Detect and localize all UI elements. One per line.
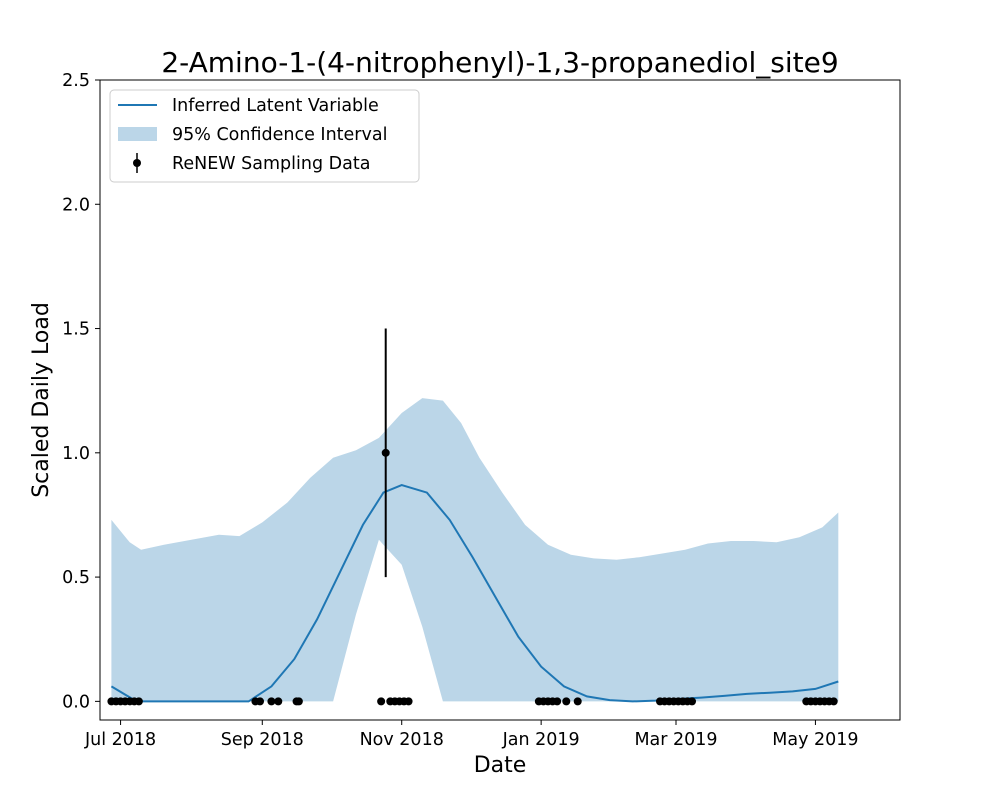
x-tick-label: May 2019 <box>772 730 858 750</box>
y-tick-label: 2.5 <box>62 71 90 91</box>
legend: Inferred Latent Variable 95% Confidence … <box>109 89 420 183</box>
x-axis-ticks: Jul 2018 Sep 2018 Nov 2018 Jan 2019 Mar 2019… <box>84 720 859 750</box>
latent-variable-line <box>110 484 839 703</box>
x-tick-label: Sep 2018 <box>221 730 304 750</box>
x-tick-label: Mar 2019 <box>634 730 717 750</box>
x-tick-label: Jul 2018 <box>84 730 156 750</box>
plot-frame <box>99 79 901 721</box>
y-tick-label: 2.0 <box>62 195 90 215</box>
y-tick-label: 1.5 <box>62 320 90 340</box>
sampling-point <box>256 697 264 706</box>
sampling-point <box>553 697 562 706</box>
y-tick-label: 1.0 <box>62 444 90 464</box>
sampling-points <box>107 328 838 706</box>
chart-title: 2-Amino-1-(4-nitrophenyl)-1,3-propanedio… <box>161 46 838 79</box>
sampling-point <box>294 697 303 706</box>
x-tick-label: Jan 2019 <box>502 730 580 750</box>
plot-area <box>107 328 839 706</box>
x-tick-label: Nov 2018 <box>360 730 444 750</box>
legend-box <box>109 89 420 183</box>
sampling-point <box>134 697 143 706</box>
sampling-point <box>829 697 838 706</box>
sampling-point <box>274 697 283 706</box>
sampling-point <box>381 448 390 457</box>
sampling-point <box>404 697 413 706</box>
sampling-point <box>562 697 571 706</box>
legend-point-swatch <box>133 159 141 167</box>
x-axis-label: Date <box>474 753 527 778</box>
legend-label-ci: 95% Confidence Interval <box>172 125 387 145</box>
sampling-point <box>573 697 582 706</box>
y-tick-label: 0.0 <box>62 692 90 712</box>
y-axis-ticks: 0.0 0.5 1.0 1.5 2.0 2.5 <box>62 71 100 712</box>
legend-label-latent: Inferred Latent Variable <box>172 96 379 116</box>
y-tick-label: 0.5 <box>62 568 90 588</box>
sampling-point <box>688 697 696 706</box>
y-axis-label: Scaled Daily Load <box>29 302 54 498</box>
legend-band-swatch <box>118 127 157 141</box>
sampling-point <box>267 697 276 706</box>
confidence-band <box>111 398 839 702</box>
legend-label-sampling: ReNEW Sampling Data <box>172 154 370 174</box>
sampling-point <box>377 697 386 706</box>
